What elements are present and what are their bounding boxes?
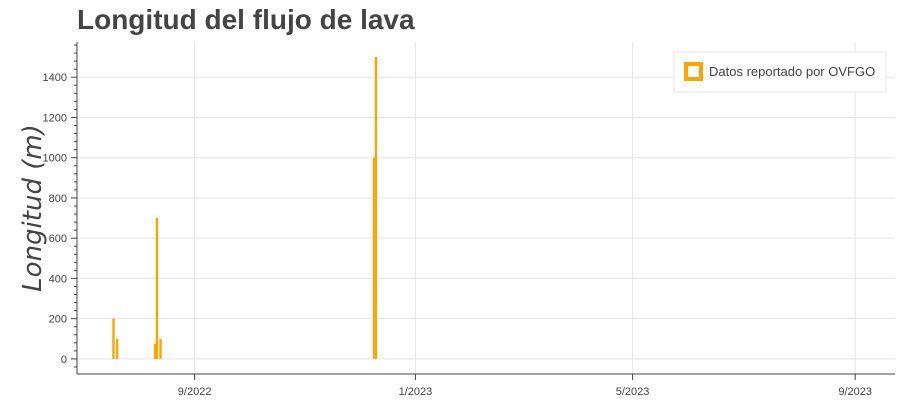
- x-tick-label: 1/2023: [399, 386, 433, 398]
- bar: [155, 218, 159, 359]
- y-tick-label: 1200: [43, 112, 67, 124]
- bar: [112, 318, 115, 359]
- bar: [159, 338, 162, 359]
- y-tick-label: 1000: [43, 153, 67, 165]
- legend-swatch-icon: [684, 62, 703, 81]
- x-tick-label: 5/2023: [616, 386, 650, 398]
- y-tick-label: 400: [49, 273, 67, 285]
- y-tick-label: 800: [49, 193, 67, 205]
- grid-lines: [77, 42, 895, 374]
- x-tick-label: 9/2022: [178, 386, 212, 398]
- bar: [372, 157, 376, 359]
- bar-series: [112, 57, 378, 359]
- y-axis-label: Longitud (m): [18, 124, 48, 292]
- bar: [115, 338, 119, 359]
- legend-box: [673, 51, 887, 93]
- y-tick-label: 600: [49, 233, 67, 245]
- x-tick-label: 9/2023: [838, 386, 872, 398]
- y-tick-label: 1400: [43, 72, 67, 84]
- legend[interactable]: Datos reportado por OVFGO: [673, 51, 887, 93]
- legend-entry-label: Datos reportado por OVFGO: [709, 64, 875, 79]
- y-axis-ticks: 0 200 400 600 800 1000 1200 1400: [43, 44, 77, 368]
- x-axis-ticks: 9/2022 1/2023 5/2023 9/2023: [178, 374, 872, 398]
- y-tick-label: 0: [61, 354, 67, 366]
- bar: [374, 57, 378, 359]
- y-tick-label: 200: [49, 314, 67, 326]
- bar: [153, 343, 157, 359]
- chart-title: Longitud del flujo de lava: [77, 4, 415, 35]
